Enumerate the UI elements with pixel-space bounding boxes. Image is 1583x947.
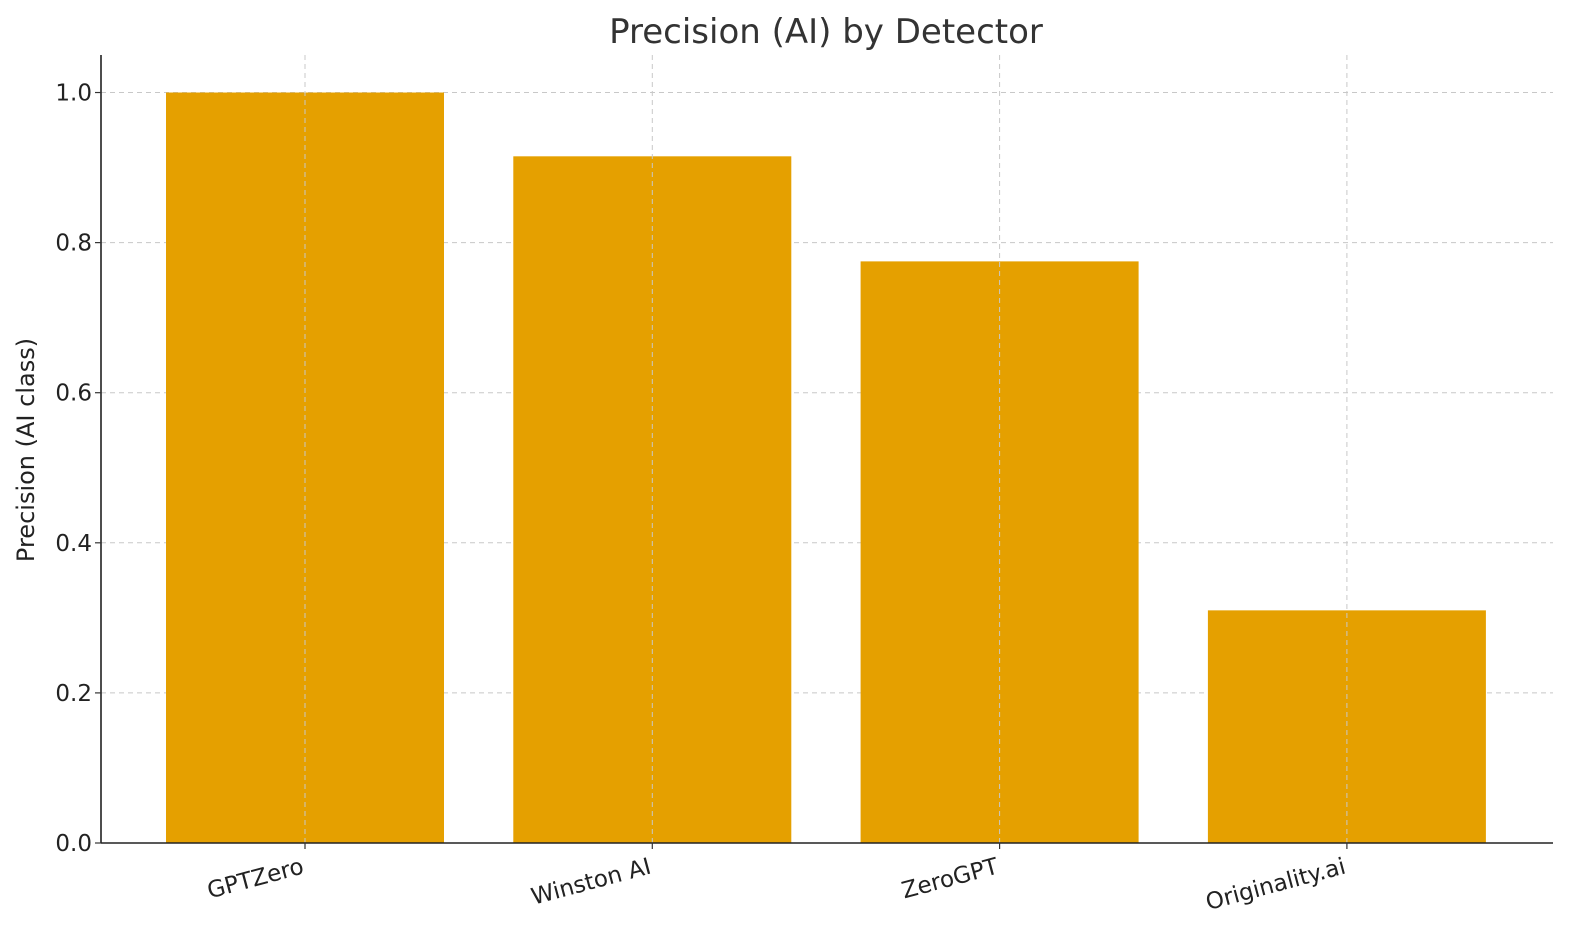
y-tick-label: 0.8 [55, 231, 92, 257]
chart-title: Precision (AI) by Detector [609, 12, 1043, 52]
y-tick-label: 0.6 [55, 381, 92, 407]
y-ticks: 0.0 0.2 0.4 0.6 0.8 1.0 [55, 81, 101, 857]
y-axis-label: Precision (AI class) [12, 338, 40, 562]
y-tick-label: 0.4 [55, 531, 92, 557]
bar [1207, 610, 1486, 843]
y-tick-label: 0.0 [55, 831, 92, 857]
y-tick-label: 0.2 [55, 681, 92, 707]
x-tick-label: ZeroGPT [899, 853, 1002, 904]
x-tick-label: Winston AI [529, 854, 654, 911]
x-tick-label: GPTZero [205, 854, 307, 905]
x-tick-label: Originality.ai [1203, 854, 1348, 916]
y-tick-label: 1.0 [55, 81, 92, 107]
vertical-gridlines [304, 55, 1348, 843]
bars [166, 92, 1486, 844]
x-ticks: GPTZero Winston AI ZeroGPT Originality.ai [205, 843, 1348, 916]
axes [100, 55, 1553, 844]
